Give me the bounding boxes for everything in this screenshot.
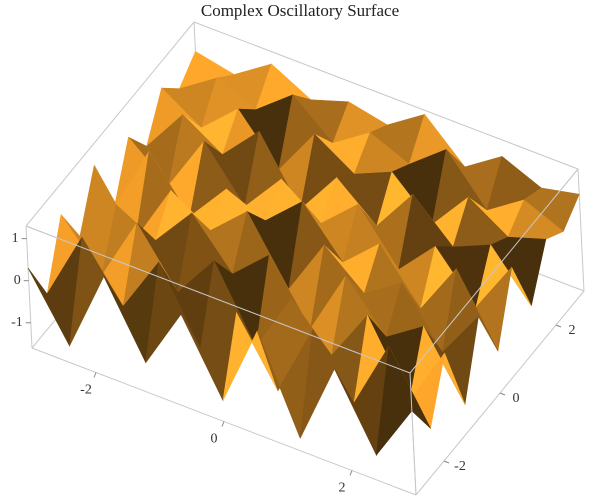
y-tick — [499, 392, 506, 396]
x-tick-label: -2 — [80, 383, 92, 398]
y-tick — [443, 460, 450, 464]
box-edge-front — [25, 225, 411, 374]
x-tick — [221, 421, 225, 427]
x-tick — [349, 470, 353, 476]
y-tick — [555, 324, 562, 328]
y-tick-label: 2 — [569, 323, 576, 338]
x-tick-label: 2 — [339, 481, 346, 496]
box-edge-front — [409, 168, 579, 374]
box-edge-front — [409, 372, 417, 496]
box-edge — [25, 225, 33, 349]
z-tick-label: 1 — [12, 231, 19, 246]
z-tick-label: -1 — [11, 315, 23, 330]
box-edge — [25, 21, 195, 227]
box-edge — [193, 21, 579, 170]
z-tick-label: 0 — [14, 273, 21, 288]
x-tick-label: 0 — [211, 432, 218, 447]
y-tick-label: -2 — [454, 459, 466, 474]
chart-title: Complex Oscillatory Surface — [201, 1, 399, 20]
x-tick — [93, 372, 97, 378]
surface-patch — [375, 345, 431, 457]
y-tick-label: 0 — [513, 391, 520, 406]
box-edge — [577, 168, 585, 292]
